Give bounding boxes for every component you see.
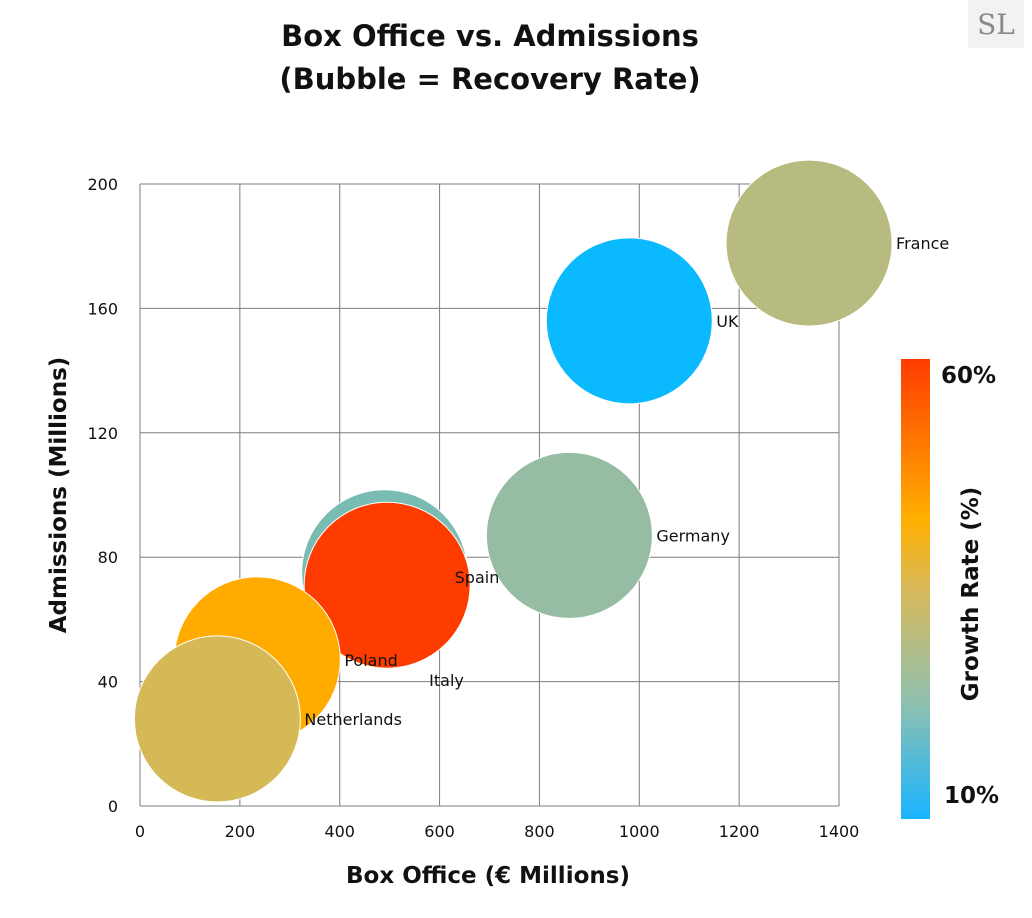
y-axis-ticks: 0 40 80 120 160 200 bbox=[87, 175, 118, 816]
chart-title-line-1: Box Office vs. Admissions bbox=[281, 19, 699, 53]
x-tick-label: 800 bbox=[524, 822, 555, 841]
bubble-germany bbox=[485, 451, 653, 619]
x-tick-label: 1000 bbox=[619, 822, 660, 841]
colorbar-min-label: 10% bbox=[944, 783, 999, 809]
x-tick-label: 600 bbox=[424, 822, 455, 841]
bubble-label-spain: Spain bbox=[455, 568, 500, 587]
bubble-france bbox=[725, 159, 893, 327]
y-tick-label: 80 bbox=[98, 548, 118, 567]
x-tick-label: 200 bbox=[225, 822, 256, 841]
bubble-italy bbox=[303, 501, 471, 669]
y-tick-label: 160 bbox=[87, 299, 118, 318]
y-tick-label: 0 bbox=[108, 797, 118, 816]
colorbar bbox=[901, 359, 930, 819]
colorbar-title: Growth Rate (%) bbox=[958, 487, 984, 702]
bubble-label-netherlands: Netherlands bbox=[304, 710, 402, 729]
logo: SL bbox=[968, 0, 1024, 48]
x-tick-label: 1400 bbox=[819, 822, 860, 841]
bubble-label-poland: Poland bbox=[344, 651, 397, 670]
bubble-label-germany: Germany bbox=[656, 526, 730, 545]
x-axis-ticks: 0 200 400 600 800 1000 1200 1400 bbox=[135, 822, 859, 841]
bubble-label-italy: Italy bbox=[429, 671, 464, 690]
bubble-uk bbox=[545, 237, 713, 405]
x-tick-label: 400 bbox=[324, 822, 355, 841]
y-axis-title: Admissions (Millions) bbox=[46, 357, 72, 634]
y-tick-label: 200 bbox=[87, 175, 118, 194]
chart-title-line-2: (Bubble = Recovery Rate) bbox=[279, 62, 700, 96]
bubble-netherlands bbox=[133, 635, 301, 803]
bubble-labels: France UK Germany Spain Italy Poland Netherlan… bbox=[304, 234, 949, 729]
y-tick-label: 120 bbox=[87, 424, 118, 443]
bubble-label-france: France bbox=[896, 234, 949, 253]
bubbles bbox=[133, 159, 893, 803]
x-tick-label: 1200 bbox=[719, 822, 760, 841]
x-axis-title: Box Office (€ Millions) bbox=[346, 863, 630, 889]
x-tick-label: 0 bbox=[135, 822, 145, 841]
y-tick-label: 40 bbox=[98, 673, 118, 692]
bubble-label-uk: UK bbox=[716, 312, 739, 331]
colorbar-max-label: 60% bbox=[941, 363, 996, 389]
